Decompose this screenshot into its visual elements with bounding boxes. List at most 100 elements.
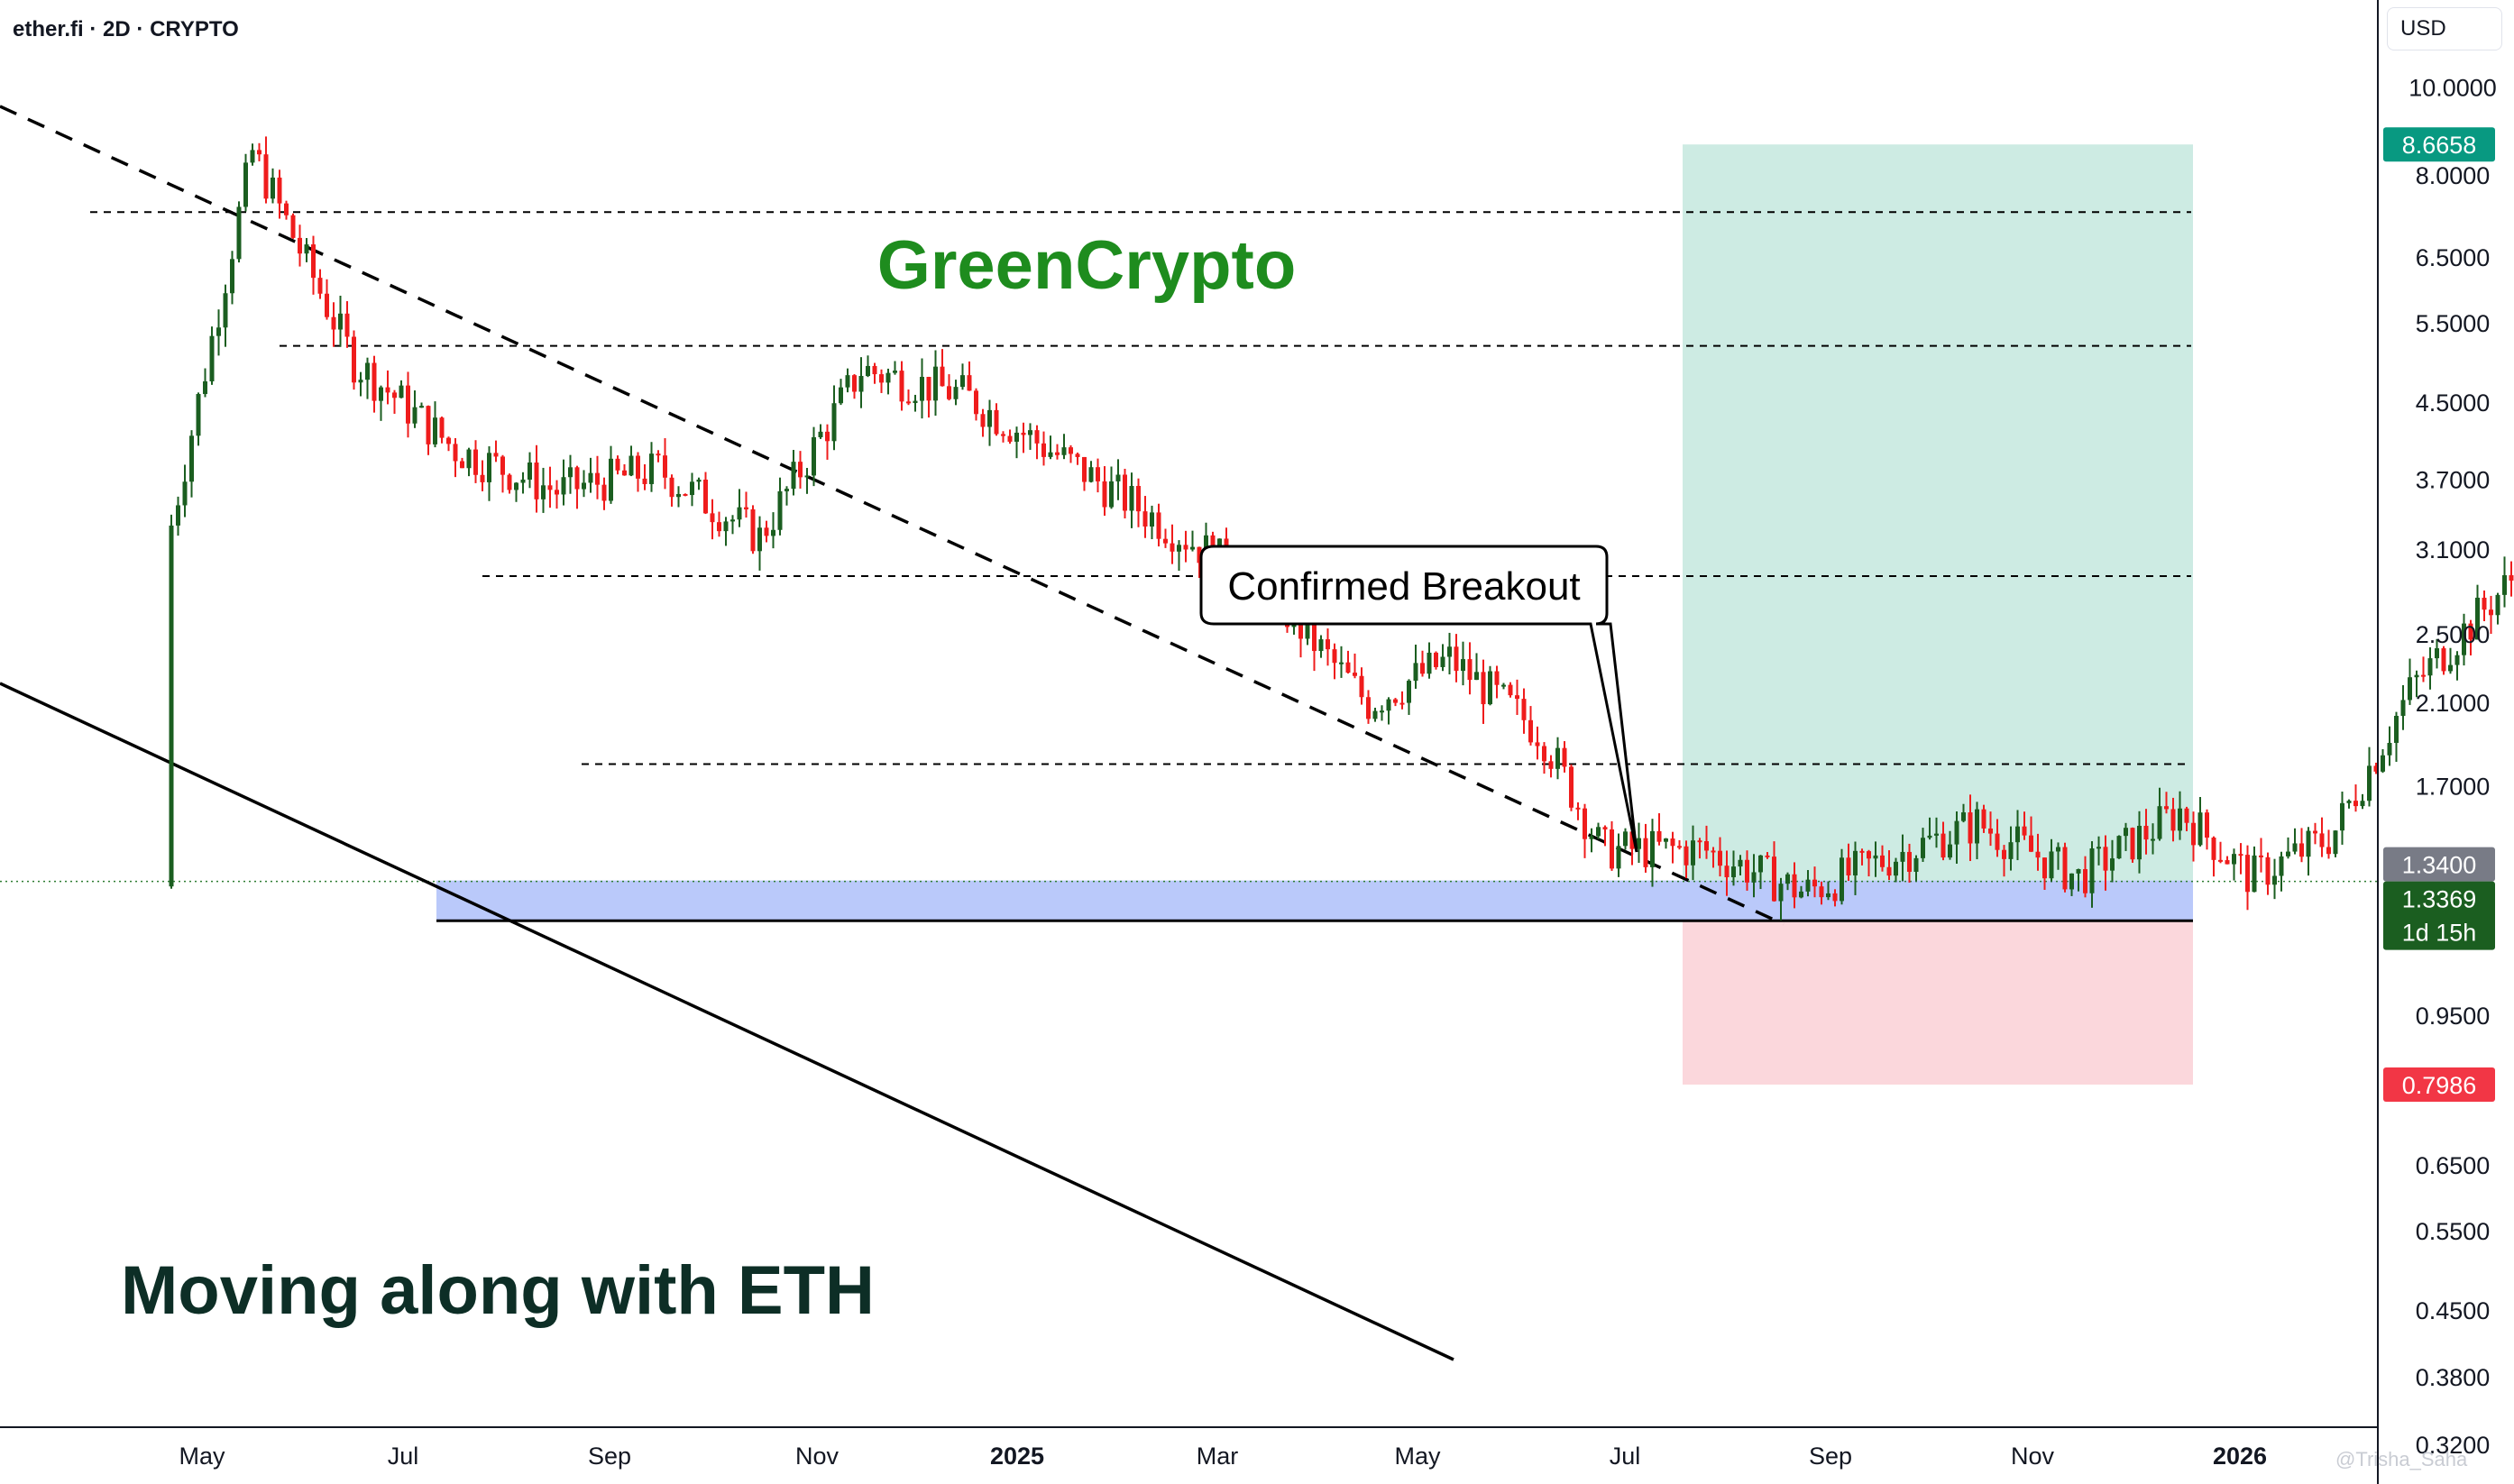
candle-body [582, 482, 586, 490]
price-axis-ticks[interactable]: 10.0000 8.0000 6.5000 5.5000 4.5000 3.7000 3.1… [2408, 75, 2497, 1459]
candle-body [2069, 873, 2074, 890]
candle-body [2218, 859, 2223, 862]
candle-body [2381, 755, 2385, 772]
candle-body [2495, 594, 2500, 616]
candle-body [392, 392, 397, 398]
candle-body [1069, 447, 1073, 454]
candle-body [1034, 430, 1040, 444]
candle-body [920, 377, 924, 401]
candle-body [2137, 825, 2142, 860]
candle-body [2056, 847, 2060, 852]
candle-body [2394, 716, 2399, 743]
candle-body [2489, 609, 2493, 616]
candle-body [1569, 766, 1574, 808]
candle-body [1115, 474, 1121, 481]
candle-body [636, 455, 640, 479]
candle-body [1096, 467, 1100, 481]
candle-body [1623, 831, 1628, 847]
candle-body [561, 477, 566, 495]
candle-body [412, 407, 417, 424]
candle-body [1758, 855, 1763, 873]
candle-body [182, 481, 188, 506]
time-tick-label: Jul [1610, 1443, 1641, 1470]
candle-body [1481, 672, 1486, 705]
candle-body [2333, 830, 2338, 855]
time-tick-label: 2026 [2213, 1443, 2267, 1470]
candle-body [2022, 826, 2027, 836]
candle-body [236, 206, 242, 260]
candle-body [1332, 649, 1337, 664]
candle-body [1156, 512, 1161, 539]
candle-body [784, 489, 789, 491]
candle-body [1366, 697, 1371, 719]
candle-body [2049, 851, 2054, 879]
candle-body [1751, 872, 1757, 883]
candle-body [1427, 652, 1432, 674]
candle-body [1555, 747, 1560, 769]
candle-body [1413, 663, 1418, 682]
candle-body [2124, 828, 2128, 837]
price-tick-label: 3.1000 [2416, 536, 2491, 563]
candle-body [1048, 452, 1053, 457]
price-tick-label: 8.0000 [2416, 162, 2491, 189]
candle-body [1961, 812, 1966, 821]
candle-body [703, 479, 708, 514]
candle-body [2191, 822, 2196, 846]
candle-body [656, 453, 661, 456]
candle-body [1819, 886, 1824, 898]
candle-body [1697, 840, 1702, 843]
candle-body [196, 394, 201, 436]
candle-body [1501, 684, 1506, 687]
candle-body [940, 366, 945, 387]
candle-body [1508, 684, 1513, 696]
candle-body [2509, 575, 2514, 581]
candle-body [906, 401, 911, 404]
candle-body [804, 475, 810, 478]
candle-body [230, 259, 234, 294]
candle-body [1109, 481, 1114, 508]
candle-body [2083, 869, 2087, 893]
candle-body [2076, 869, 2081, 874]
price-tick-label: 0.5500 [2416, 1218, 2491, 1245]
currency-selector[interactable]: USD [2387, 7, 2502, 50]
candle-body [1583, 808, 1587, 839]
candle-body [825, 431, 830, 442]
chart-title: GreenCrypto [877, 227, 1297, 304]
breakout-label: Confirmed Breakout [1227, 564, 1580, 609]
candle-body [2346, 801, 2352, 803]
candle-body [1142, 511, 1148, 527]
header-separator-1: · [89, 17, 103, 41]
price-tick-label: 1.7000 [2416, 774, 2491, 801]
candle-body [1596, 827, 1601, 837]
candle-body [649, 453, 654, 484]
candle-body [1664, 838, 1668, 842]
candle-body [2448, 664, 2453, 672]
candle-body [1197, 546, 1202, 563]
header-separator-2: · [136, 17, 150, 41]
candle-body [2211, 838, 2216, 860]
candle-body [1954, 820, 1959, 845]
candle-body [1488, 671, 1492, 705]
candle-body [298, 237, 302, 254]
candle-body [1461, 659, 1465, 672]
candle-body [885, 372, 891, 383]
candle-body [2319, 833, 2325, 847]
candle-body [628, 455, 634, 476]
candle-body [574, 467, 580, 490]
candle-body [1921, 838, 1925, 858]
candle-body [169, 525, 174, 887]
candle-body [1575, 807, 1581, 810]
price-badges: 8.6658 1.3400 1.3369 1d 15h 0.7986 [2383, 127, 2495, 1102]
candle-body [1494, 671, 1500, 685]
candle-body [1745, 859, 1749, 883]
candle-body [791, 462, 796, 490]
candle-body [2387, 742, 2392, 756]
candle-body [1650, 830, 1655, 867]
candle-body [669, 477, 674, 498]
candle-body [926, 377, 931, 401]
time-axis-ticks[interactable]: May Jul Sep Nov 2025 Mar May Jul Sep Nov 2026 [179, 1443, 2267, 1470]
candle-body [1163, 538, 1168, 544]
candle-body [1934, 833, 1939, 836]
candle-body [899, 371, 904, 402]
